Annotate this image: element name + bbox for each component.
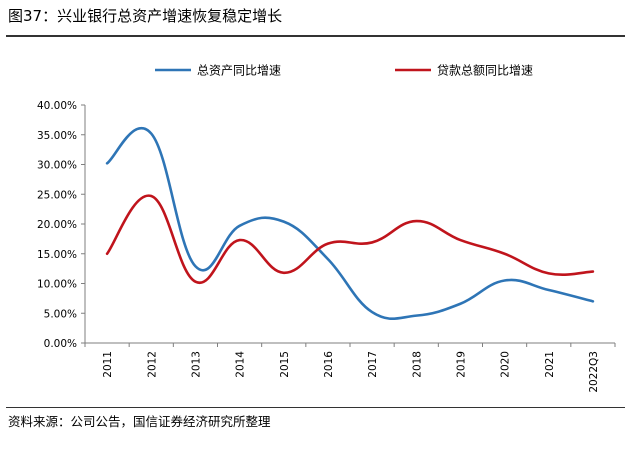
x-tick-label: 2011 bbox=[102, 351, 114, 378]
x-tick-label: 2013 bbox=[190, 351, 202, 378]
x-tick-label: 2016 bbox=[323, 351, 335, 378]
legend-label: 总资产同比增速 bbox=[197, 64, 281, 78]
series-line-total-assets bbox=[105, 126, 595, 321]
y-tick-label: 35.00% bbox=[37, 130, 77, 142]
chart-series bbox=[105, 126, 595, 321]
x-tick-label: 2012 bbox=[146, 351, 158, 378]
x-tick-label: 2020 bbox=[500, 351, 512, 378]
title-divider bbox=[6, 35, 625, 37]
y-tick-label: 30.00% bbox=[37, 160, 77, 172]
footer-divider bbox=[6, 407, 625, 408]
y-tick-label: 25.00% bbox=[37, 189, 77, 201]
x-tick-label: 2019 bbox=[455, 351, 467, 378]
x-tick-label: 2018 bbox=[411, 351, 423, 378]
y-tick-label: 0.00% bbox=[44, 338, 77, 350]
y-tick-label: 10.00% bbox=[37, 279, 77, 291]
line-chart: 总资产同比增速 贷款总额同比增速 0.00% 5.00% 10.00% 15.00% 20… bbox=[37, 64, 616, 393]
y-tick-label: 15.00% bbox=[37, 249, 77, 261]
chart-legend: 总资产同比增速 贷款总额同比增速 bbox=[155, 64, 533, 78]
chart-title: 图37：兴业银行总资产增速恢复稳定增长 bbox=[8, 7, 283, 25]
chart-tick-labels: 0.00% 5.00% 10.00% 15.00% 20.00% 25.00% 30.00%… bbox=[37, 100, 600, 393]
x-tick-label: 2021 bbox=[544, 351, 556, 378]
y-tick-label: 5.00% bbox=[44, 308, 77, 320]
x-tick-label: 2022Q3 bbox=[588, 351, 600, 393]
source-note: 资料来源：公司公告，国信证券经济研究所整理 bbox=[8, 414, 271, 429]
y-tick-label: 20.00% bbox=[37, 219, 77, 231]
series-line-loans bbox=[105, 194, 595, 285]
chart-axes bbox=[81, 104, 616, 347]
y-tick-label: 40.00% bbox=[37, 100, 77, 112]
x-tick-label: 2014 bbox=[235, 351, 247, 378]
legend-label: 贷款总额同比增速 bbox=[437, 64, 533, 78]
x-tick-label: 2015 bbox=[279, 351, 291, 378]
x-tick-label: 2017 bbox=[367, 351, 379, 378]
